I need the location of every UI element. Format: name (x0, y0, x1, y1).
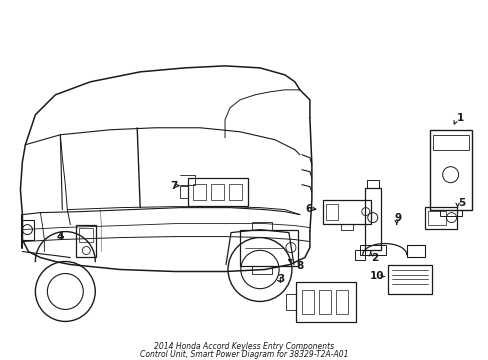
Bar (240, 230, 297, 266)
Text: 7: 7 (170, 181, 177, 191)
Bar (427, 211, 445, 225)
Bar (251, 266, 271, 274)
Bar (325, 204, 337, 220)
Bar (180, 186, 188, 198)
Bar (318, 291, 330, 314)
Bar (193, 184, 205, 200)
Bar (211, 184, 224, 200)
Bar (295, 283, 355, 323)
Bar (301, 291, 313, 314)
Bar (424, 207, 456, 229)
Text: 4: 4 (56, 231, 63, 242)
Text: 2: 2 (370, 252, 377, 262)
Bar (432, 135, 468, 150)
Bar (76, 225, 96, 257)
Text: 1: 1 (456, 113, 463, 123)
Text: 5: 5 (458, 198, 465, 208)
Bar (335, 291, 347, 314)
Bar (340, 224, 352, 230)
Bar (251, 222, 271, 230)
Bar (22, 220, 34, 239)
Bar (406, 244, 424, 257)
Text: 9: 9 (394, 213, 401, 222)
Bar (359, 244, 385, 255)
Bar (322, 200, 370, 224)
Bar (285, 294, 295, 310)
Text: 6: 6 (304, 204, 311, 213)
Text: 8: 8 (295, 261, 303, 270)
Bar (364, 188, 380, 249)
Bar (79, 228, 93, 242)
Text: 3: 3 (276, 274, 284, 284)
Text: Control Unit, Smart Power Diagram for 38329-T2A-A01: Control Unit, Smart Power Diagram for 38… (140, 350, 347, 359)
Bar (188, 178, 247, 206)
Text: 2014 Honda Accord Keyless Entry Components: 2014 Honda Accord Keyless Entry Componen… (154, 342, 333, 351)
Bar (429, 130, 470, 210)
Bar (354, 249, 364, 260)
Bar (228, 184, 242, 200)
Bar (439, 210, 461, 216)
Bar (387, 265, 431, 294)
Bar (366, 180, 378, 188)
Text: 10: 10 (369, 271, 384, 282)
